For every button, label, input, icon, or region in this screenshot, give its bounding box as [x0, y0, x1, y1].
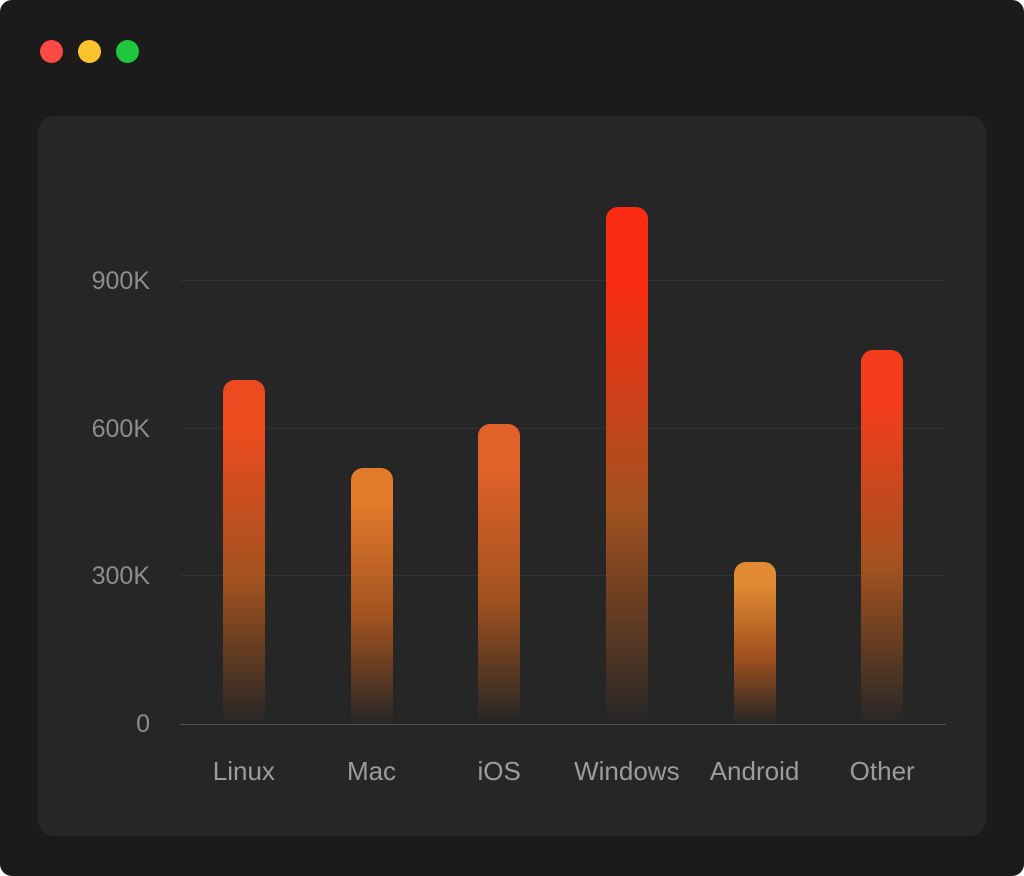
gridline-600K	[180, 428, 946, 429]
zoom-button[interactable]	[116, 40, 139, 63]
bar-android	[733, 562, 776, 724]
bar-other	[861, 350, 904, 724]
y-tick-label: 900K	[91, 267, 150, 295]
x-axis-label-windows: Windows	[574, 756, 680, 786]
gridline-900K	[180, 280, 946, 281]
bar-mac	[350, 468, 393, 724]
gridline-300K	[180, 575, 946, 576]
x-axis-label-ios: iOS	[477, 756, 521, 786]
bar-series	[180, 116, 946, 724]
x-axis-label-linux: Linux	[212, 756, 275, 786]
bar-slot-ios	[435, 116, 563, 724]
minimize-button[interactable]	[78, 40, 101, 63]
bar-slot-android	[691, 116, 819, 724]
chart-plot-area: 0 300K 600K 900K	[92, 116, 946, 738]
x-axis-label-android: Android	[709, 756, 800, 786]
x-axis-label-other: Other	[849, 756, 915, 786]
close-button[interactable]	[40, 40, 63, 63]
bar-linux	[222, 380, 265, 724]
y-tick-label: 300K	[91, 562, 150, 590]
window-titlebar	[0, 0, 1024, 102]
chart-panel: 0 300K 600K 900K Linux Mac iOS Windows Android O…	[38, 116, 986, 836]
bar-ios	[478, 424, 521, 724]
x-axis-label-mac: Mac	[346, 756, 397, 786]
x-axis-labels: Linux Mac iOS Windows Android Other	[180, 756, 946, 787]
bar-slot-other	[818, 116, 946, 724]
bar-slot-windows	[563, 116, 691, 724]
bar-slot-mac	[308, 116, 436, 724]
y-tick-label: 0	[136, 710, 150, 738]
y-tick-label: 600K	[91, 415, 150, 443]
bar-slot-linux	[180, 116, 308, 724]
bar-windows	[605, 207, 648, 724]
